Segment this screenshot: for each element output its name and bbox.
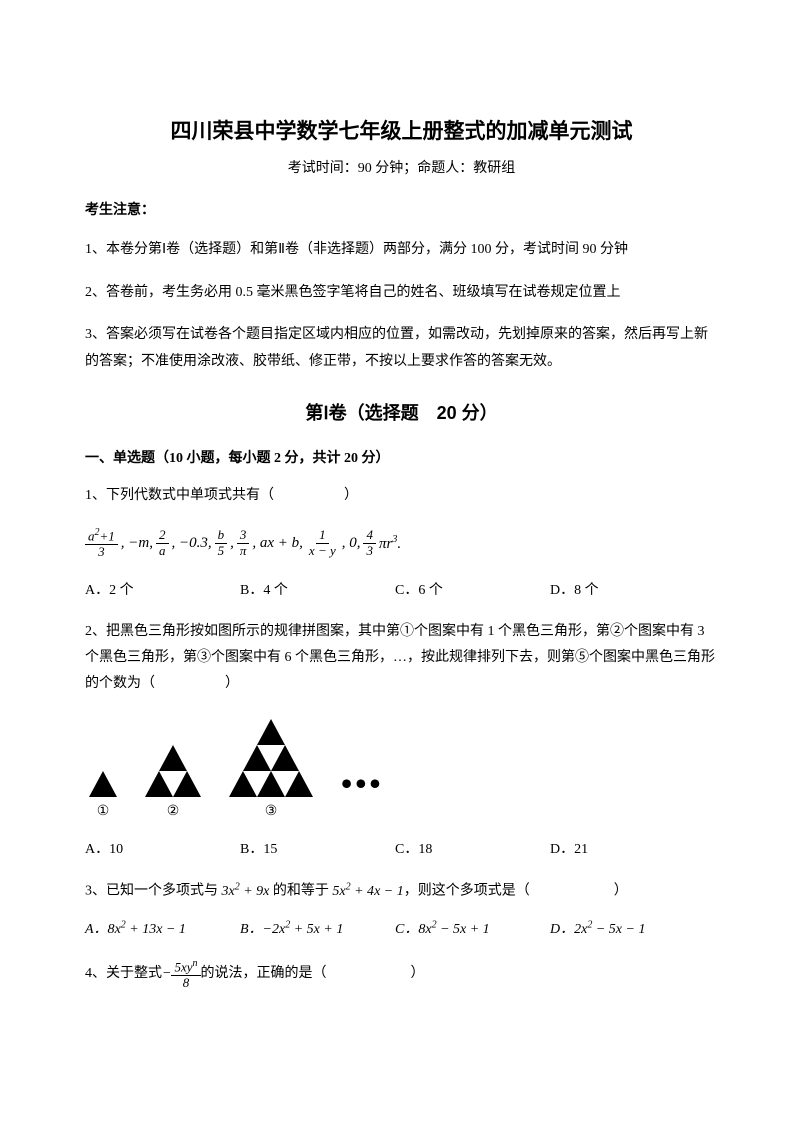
ellipsis-icon: ••• (341, 765, 384, 820)
q2-option-d: D．21 (550, 838, 705, 858)
question-1-expression: a2+13 , −m, 2a , −0.3, b5 , 3π , ax + b,… (85, 527, 718, 559)
q1-option-a: A．2 个 (85, 579, 240, 599)
question-3: 3、已知一个多项式与 3x2 + 9x 的和等于 5x2 + 4x − 1，则这… (85, 878, 718, 905)
pattern-label-3: ③ (265, 803, 278, 820)
section-title: 第Ⅰ卷（选择题 20 分） (85, 399, 718, 425)
notice-header: 考生注意： (85, 199, 718, 219)
page-title: 四川荣县中学数学七年级上册整式的加减单元测试 (85, 115, 718, 145)
question-2: 2、把黑色三角形按如图所示的规律拼图案，其中第①个图案中有 1 个黑色三角形，第… (85, 619, 718, 697)
q1-option-c: C．6 个 (395, 579, 550, 599)
notice-3: 3、答案必须写在试卷各个题目指定区域内相应的位置，如需改动，先划掉原来的答案，然… (85, 322, 718, 375)
q3-option-c: C．8x2 − 5x + 1 (395, 918, 550, 938)
pattern-label-2: ② (167, 803, 180, 820)
triangle-pattern-1: ① (89, 771, 117, 820)
q2-option-b: B．15 (240, 838, 395, 858)
q1-option-b: B．4 个 (240, 579, 395, 599)
question-1: 1、下列代数式中单项式共有（ ） (85, 483, 718, 509)
triangle-pattern-figure: ① ② ③ ••• (89, 719, 718, 820)
q2-option-a: A．10 (85, 838, 240, 858)
notice-1: 1、本卷分第Ⅰ卷（选择题）和第Ⅱ卷（非选择题）两部分，满分 100 分，考试时间… (85, 237, 718, 264)
page-subtitle: 考试时间：90 分钟；命题人：教研组 (85, 157, 718, 177)
subsection-title: 一、单选题（10 小题，每小题 2 分，共计 20 分） (85, 447, 718, 467)
q3-option-d: D．2x2 − 5x − 1 (550, 918, 705, 938)
question-2-options: A．10 B．15 C．18 D．21 (85, 838, 718, 858)
q2-option-c: C．18 (395, 838, 550, 858)
q1-option-d: D．8 个 (550, 579, 705, 599)
q3-option-a: A．8x2 + 13x − 1 (85, 918, 240, 938)
question-3-options: A．8x2 + 13x − 1 B．−2x2 + 5x + 1 C．8x2 − … (85, 918, 718, 938)
q3-option-b: B．−2x2 + 5x + 1 (240, 918, 395, 938)
question-4: 4、关于整式 −5xyn8 的说法，正确的是（ ） (85, 958, 718, 990)
question-1-options: A．2 个 B．4 个 C．6 个 D．8 个 (85, 579, 718, 599)
notice-2: 2、答卷前，考生务必用 0.5 毫米黑色签字笔将自己的姓名、班级填写在试卷规定位… (85, 280, 718, 307)
triangle-pattern-2: ② (145, 745, 201, 820)
triangle-pattern-3: ③ (229, 719, 313, 820)
pattern-label-1: ① (97, 803, 110, 820)
